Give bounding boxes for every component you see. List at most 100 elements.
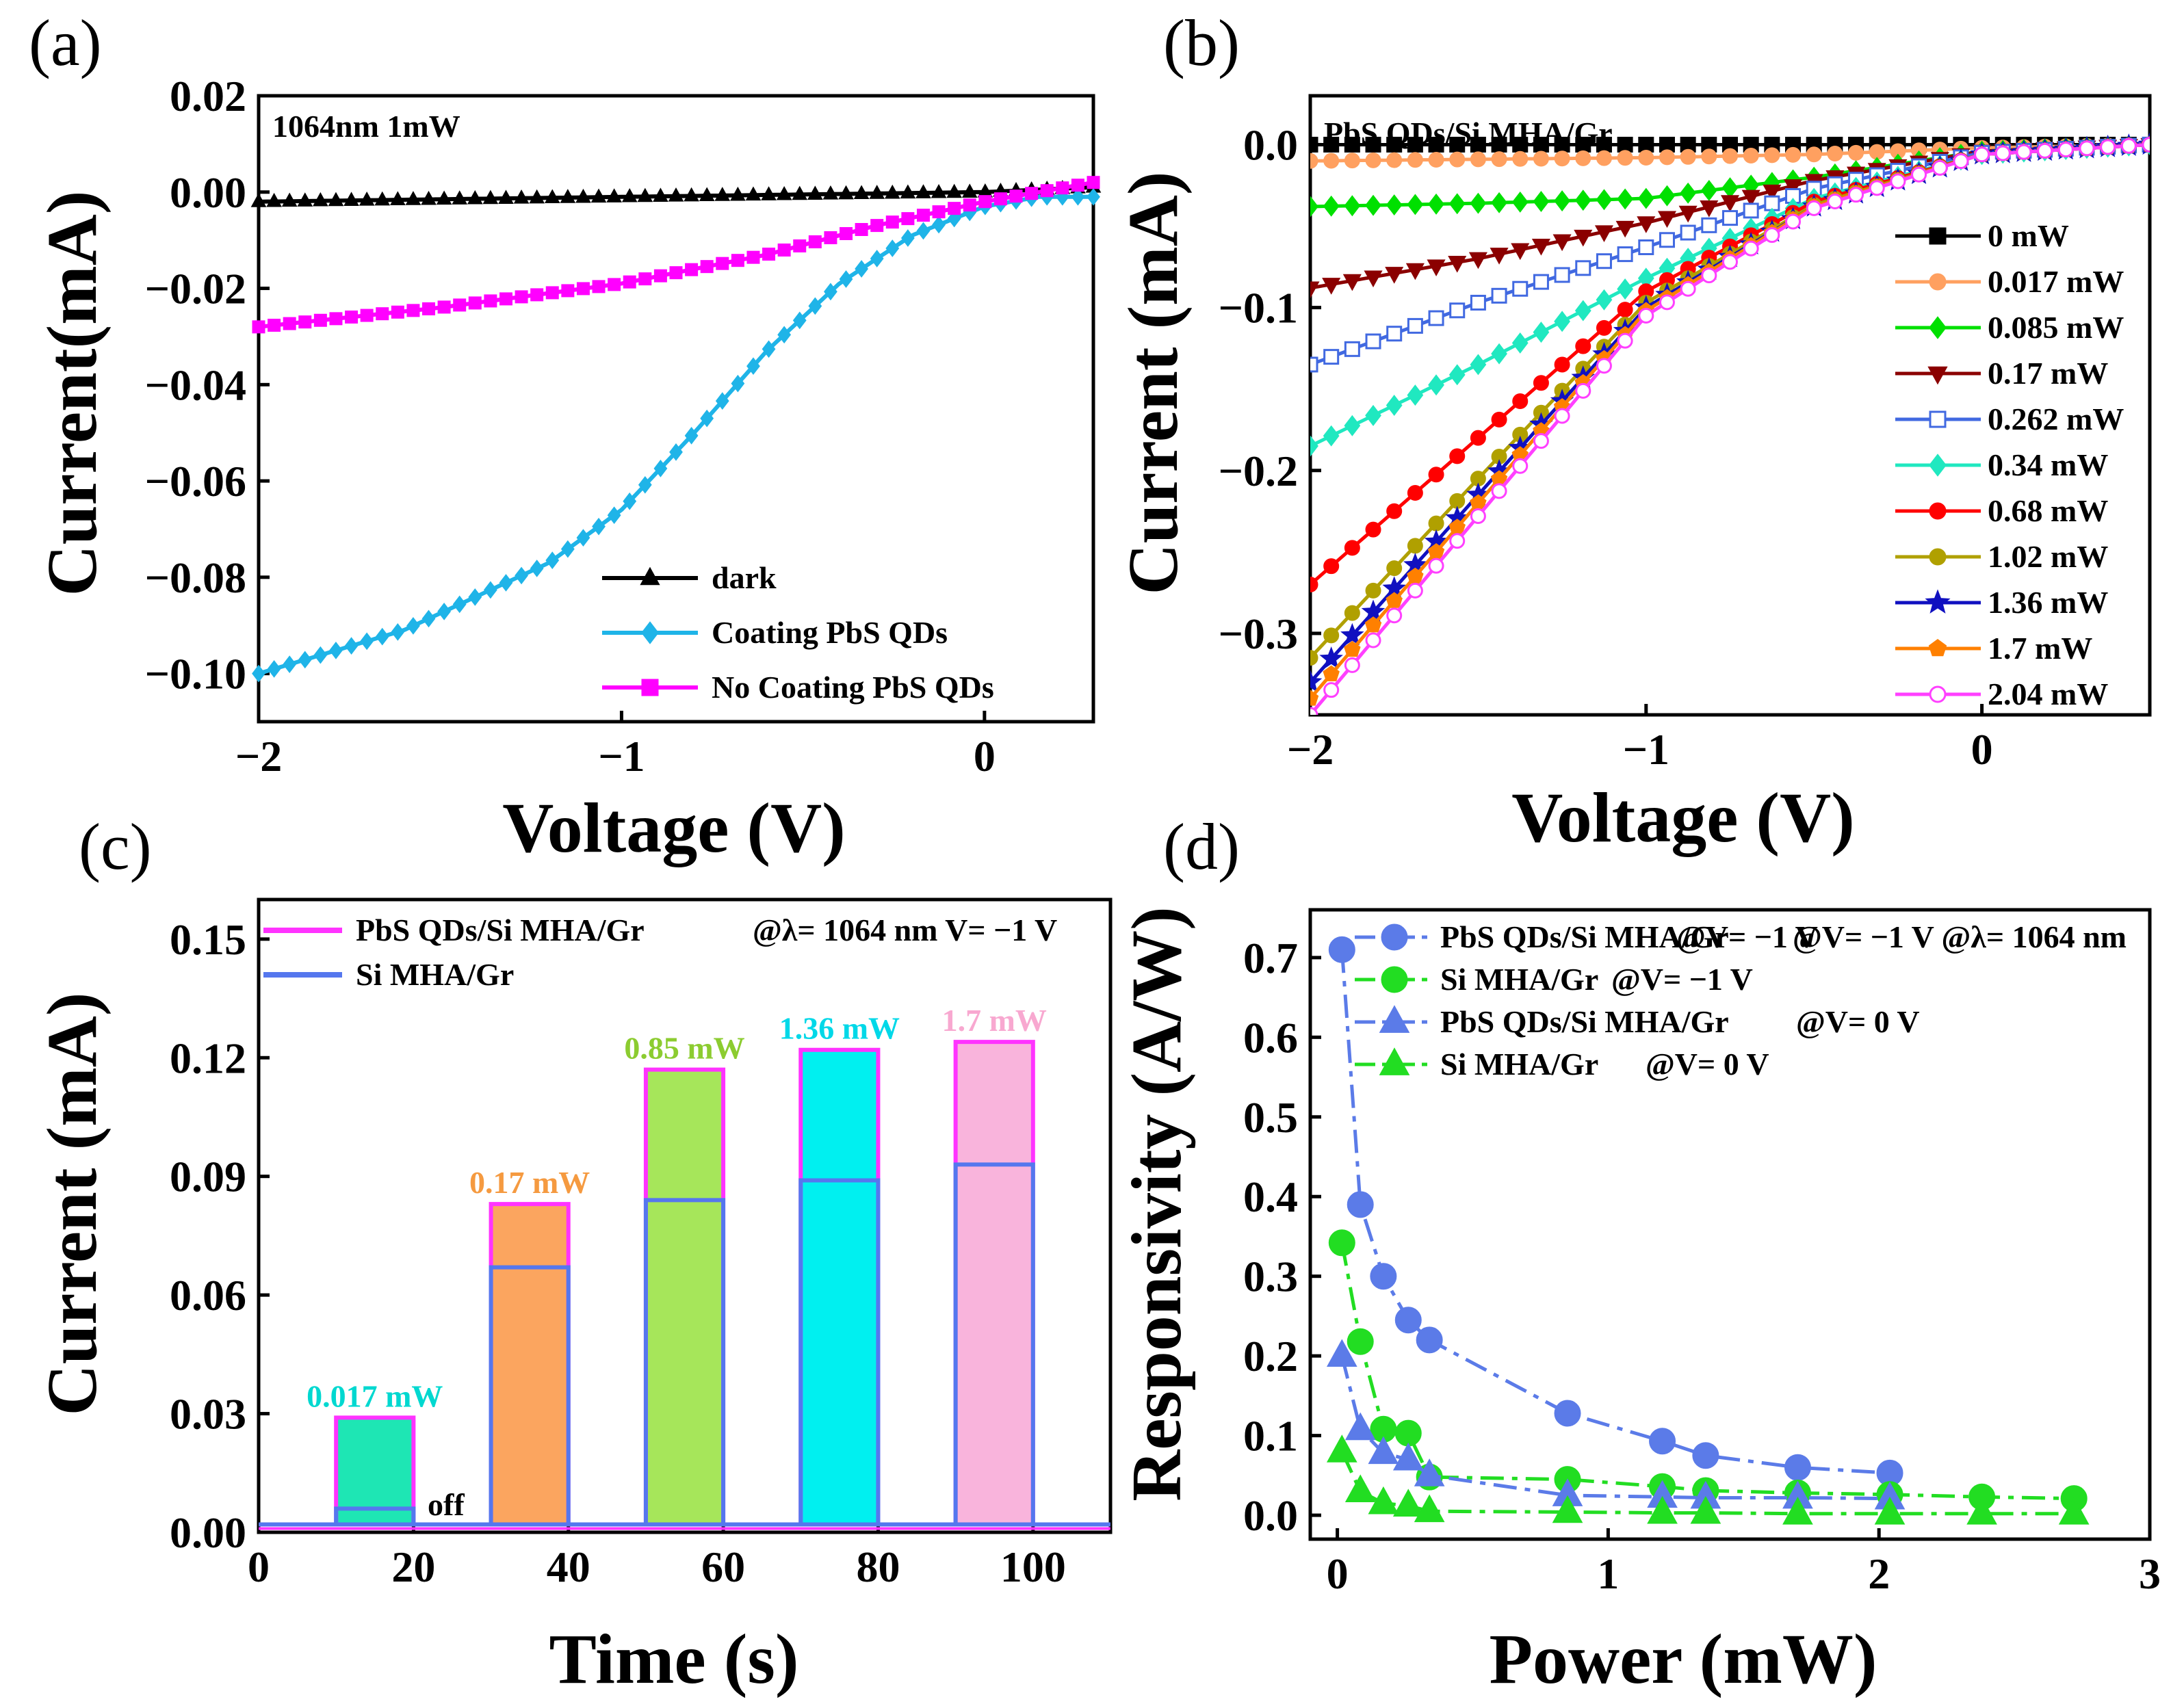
- panel-a-point: [961, 183, 978, 198]
- panel-b-point: [1449, 302, 1466, 319]
- panel-b-point: [1344, 540, 1360, 556]
- panel-a-point: [375, 627, 389, 646]
- panel-d-ylabel: Responsivity (A/W): [1117, 906, 1196, 1502]
- panel-d-point: [1328, 1229, 1355, 1257]
- panel-a-point: [746, 357, 760, 376]
- panel-a-point: [993, 192, 1007, 206]
- panel-b-point: [2100, 139, 2116, 155]
- panel-a-point: [483, 581, 497, 599]
- panel-b-point: [1575, 136, 1591, 153]
- panel-a-point: [839, 270, 853, 288]
- panel-a-point: [1040, 184, 1054, 198]
- panel-a-point: [499, 292, 512, 306]
- panel-d-point: [1649, 1428, 1676, 1455]
- panel-b-point: [1386, 152, 1403, 168]
- panel-b-point: [1407, 567, 1424, 584]
- panel-b-point: [1365, 194, 1381, 216]
- panel-b-point: [1386, 560, 1403, 577]
- panel-c-frame: [257, 897, 1113, 1534]
- panel-a-point: [699, 187, 715, 202]
- legend-d-2-name: PbS QDs/Si MHA/Gr: [1440, 1004, 1729, 1039]
- panel-b-point: [1596, 136, 1612, 153]
- panel-a-point: [313, 646, 328, 664]
- panel-b-point: [1994, 145, 2011, 161]
- panel-b-point: [1575, 260, 1591, 276]
- panel-b-point: [1470, 508, 1486, 524]
- panel-c-xtick-label: 20: [391, 1543, 435, 1591]
- panel-b-point: [1310, 670, 1323, 693]
- panel-a-point: [638, 475, 652, 494]
- panel-a-point: [869, 185, 885, 199]
- panel-a-point: [1087, 176, 1100, 189]
- panel-a-point: [714, 187, 731, 201]
- panel-a-point: [948, 202, 961, 215]
- panel-a-point: [374, 191, 391, 206]
- legend-d-swatch-marker: [1381, 923, 1408, 951]
- panel-b-point: [1617, 246, 1633, 263]
- panel-d-line-2: [1340, 1355, 1890, 1501]
- legend-d-swatch-marker: [1381, 966, 1408, 993]
- panel-b-point: [1700, 200, 1719, 218]
- legend-b-swatch-4: [1895, 410, 1981, 428]
- panel-b-point: [1448, 256, 1467, 273]
- legend-d-0-cond: @V= −1 V: [1676, 919, 1818, 954]
- panel-d-point: [1647, 1495, 1678, 1524]
- panel-d-axes: 0 1 2 3 0.0 0.1 0.2 0.3 0.4 0.5 0.6 0.7: [1243, 908, 2161, 1598]
- panel-a-point: [544, 189, 560, 204]
- legend-b-swatch-marker: [1929, 454, 1947, 477]
- panel-d-point: [1344, 1412, 1376, 1441]
- panel-c-xtick-label: 100: [1000, 1543, 1066, 1591]
- panel-b-xtick-label: −1: [1623, 725, 1669, 774]
- pulse-si-outline-2: [643, 1198, 726, 1525]
- panel-d-series-1: [1328, 1229, 2088, 1512]
- panel-d-point: [1344, 1474, 1376, 1503]
- panel-b-point: [1344, 640, 1361, 657]
- panel-a-ylabel: Current(mA): [33, 190, 112, 596]
- panel-a-ytick-label: 0.00: [170, 168, 246, 217]
- legend-d-3-name: Si MHA/Gr: [1440, 1047, 1598, 1082]
- panel-a-point: [700, 409, 714, 428]
- panel-a-point: [793, 239, 807, 252]
- panel-a-point: [946, 183, 963, 198]
- panel-b-point: [1763, 184, 1782, 202]
- panel-b-point: [1722, 148, 1738, 164]
- panel-b-point: [1407, 582, 1423, 599]
- panel-a-point: [746, 250, 760, 264]
- panel-a-point: [576, 529, 590, 547]
- legend-b-swatch-marker: [1929, 410, 1947, 428]
- panel-d-ytick-label: 0.0: [1243, 1491, 1298, 1540]
- panel-a-point: [684, 187, 699, 202]
- panel-b-point: [1323, 349, 1340, 365]
- panel-a-point: [807, 185, 823, 200]
- panel-a-point: [267, 660, 281, 678]
- panel-b-point: [1323, 195, 1340, 217]
- panel-a-point: [700, 260, 714, 274]
- panel-d-point: [1690, 1495, 1721, 1524]
- panel-a-point: [389, 191, 406, 206]
- panel-b-point: [1869, 180, 1885, 196]
- panel-a-point: [359, 192, 375, 206]
- panel-a-point: [606, 188, 622, 202]
- panel-a-point: [360, 632, 374, 651]
- legend-a-swatch-marker: [641, 621, 659, 644]
- panel-a-point: [855, 223, 868, 237]
- panel-b-point: [1364, 270, 1383, 288]
- panel-a-point: [638, 272, 652, 286]
- panel-a-point: [499, 574, 513, 592]
- panel-b-point: [1407, 485, 1423, 501]
- panel-a-point: [853, 185, 870, 200]
- panel-b-point: [1491, 151, 1507, 168]
- panel-a-point: [623, 492, 637, 510]
- legend-b-6: 0.68 mW: [1988, 493, 2108, 528]
- panel-b-xtick-label: −2: [1287, 725, 1334, 774]
- panel-c-axes: 0 20 40 60 80 100 0.00 0.03 0.06 0.09 0.12 0.15: [170, 897, 1113, 1591]
- panel-b-point: [1743, 202, 1759, 219]
- panel-a-point: [437, 300, 451, 314]
- panel-a-point: [329, 312, 343, 326]
- panel-a-point: [1071, 179, 1084, 192]
- panel-a-point: [391, 623, 405, 641]
- panel-b-point: [1386, 592, 1403, 608]
- panel-b-point: [1638, 136, 1654, 153]
- panel-b-point: [1574, 300, 1591, 322]
- legend-b-swatch-marker: [1929, 227, 1947, 245]
